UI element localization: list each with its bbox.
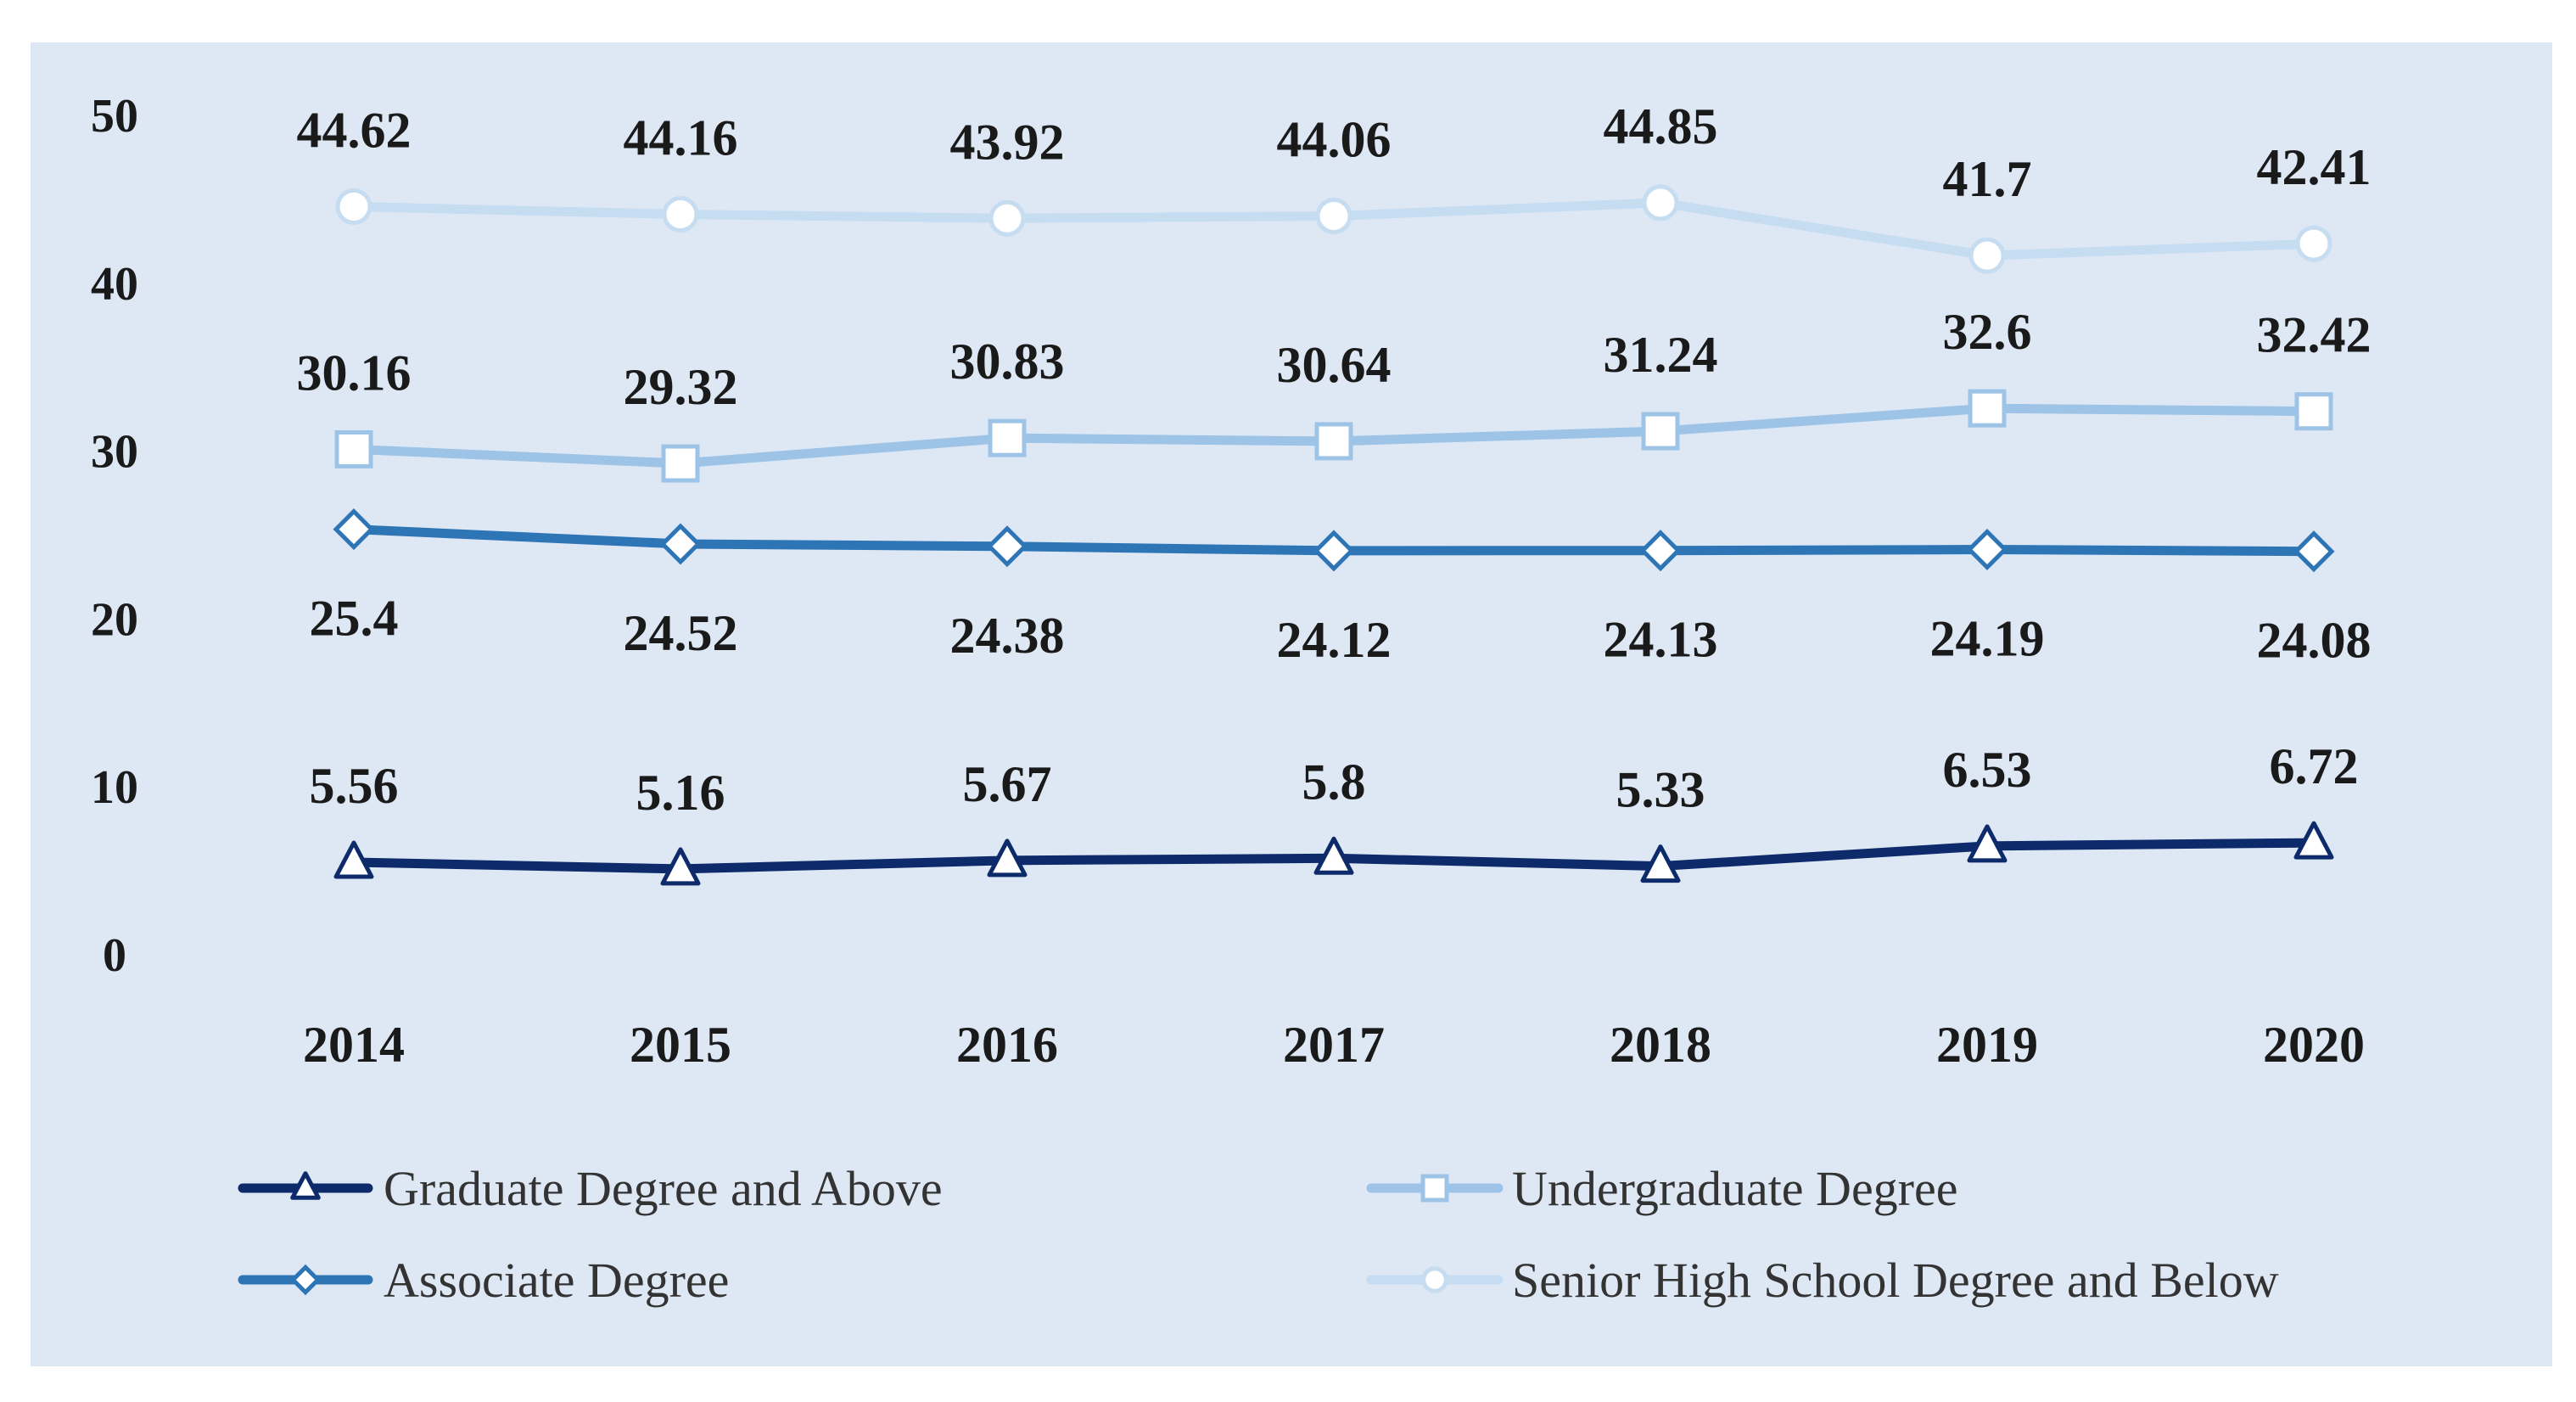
x-tick-label: 2018 (1610, 1017, 1711, 1073)
legend-marker (290, 1171, 321, 1200)
x-axis: 2014 2015 2016 2017 2018 2019 2020 (303, 1017, 2365, 1073)
data-point-marker (659, 523, 702, 565)
data-point-marker (1968, 389, 2007, 428)
x-tick-label: 2016 (956, 1017, 1058, 1073)
data-point-marker (988, 418, 1027, 457)
data-label: 6.72 (2270, 738, 2359, 794)
data-point-marker (1967, 824, 2008, 863)
data-point-marker (987, 838, 1028, 878)
data-label: 44.62 (297, 102, 412, 158)
legend-label: Graduate Degree and Above (384, 1161, 943, 1216)
y-axis: 0 10 20 30 40 50 (91, 90, 138, 982)
data-label: 44.06 (1277, 111, 1392, 167)
data-label: 30.64 (1277, 337, 1392, 393)
data-point-marker (662, 196, 699, 233)
data-label: 5.8 (1302, 754, 1366, 810)
data-label: 25.4 (310, 591, 399, 647)
data-label: 5.67 (963, 756, 1052, 812)
data-label: 43.92 (950, 114, 1065, 170)
data-label: 32.42 (2257, 307, 2372, 363)
y-tick-label: 30 (91, 426, 138, 479)
data-point-marker (334, 429, 373, 468)
legend-marker (1420, 1174, 1449, 1203)
data-point-marker (660, 847, 701, 886)
data-point-marker (661, 444, 700, 483)
x-tick-label: 2014 (303, 1017, 405, 1073)
y-tick-label: 20 (91, 593, 138, 646)
data-point-marker (1639, 530, 1682, 572)
data-point-marker (2294, 392, 2333, 431)
data-label: 32.6 (1943, 304, 2032, 360)
data-point-marker (988, 199, 1026, 237)
data-point-marker (1968, 237, 2006, 274)
data-label: 44.16 (624, 110, 738, 166)
x-tick-label: 2019 (1936, 1017, 2038, 1073)
data-label: 24.12 (1277, 612, 1392, 668)
data-point-marker (333, 508, 375, 551)
legend-label: Senior High School Degree and Below (1512, 1253, 2279, 1308)
data-point-marker (1640, 844, 1681, 883)
data-label: 31.24 (1604, 327, 1718, 383)
data-point-marker (2293, 530, 2335, 573)
data-point-marker (986, 525, 1028, 568)
data-point-marker (2293, 821, 2334, 860)
data-point-marker (333, 840, 374, 879)
data-label: 30.16 (297, 345, 412, 401)
data-label: 44.85 (1604, 98, 1718, 154)
legend: Graduate Degree and Above Undergraduate D… (238, 1161, 2279, 1308)
x-tick-label: 2015 (630, 1017, 731, 1073)
data-label: 24.19 (1930, 611, 2045, 667)
data-point-marker (1315, 197, 1352, 234)
data-label: 6.53 (1943, 742, 2032, 798)
data-label: 29.32 (624, 359, 738, 415)
data-label: 24.38 (950, 608, 1065, 664)
data-label: 42.41 (2257, 139, 2372, 195)
y-tick-label: 10 (91, 761, 138, 814)
data-label: 5.56 (310, 758, 399, 814)
data-point-marker (1313, 836, 1354, 875)
y-tick-label: 50 (91, 90, 138, 143)
data-point-marker (2295, 225, 2332, 262)
data-label: 24.13 (1604, 612, 1718, 668)
data-label: 30.83 (950, 334, 1065, 390)
legend-marker (1421, 1266, 1448, 1293)
data-labels: 5.56 5.16 5.67 5.8 5.33 6.53 6.72 30.16 29.32 30.… (297, 98, 2372, 821)
data-point-marker (335, 188, 372, 225)
series-group (333, 184, 2335, 886)
data-point-marker (1314, 422, 1353, 461)
data-label: 24.08 (2257, 613, 2372, 669)
legend-marker (289, 1264, 322, 1296)
data-label: 24.52 (624, 605, 738, 661)
y-tick-label: 0 (103, 929, 126, 982)
data-point-marker (1641, 412, 1680, 451)
legend-label: Associate Degree (384, 1253, 729, 1308)
chart-background (31, 42, 2552, 1366)
y-tick-label: 40 (91, 258, 138, 311)
data-point-marker (1642, 184, 1679, 222)
x-tick-label: 2017 (1283, 1017, 1385, 1073)
data-label: 5.16 (636, 765, 725, 821)
legend-label: Undergraduate Degree (1512, 1161, 1957, 1216)
data-point-marker (1313, 530, 1355, 572)
data-label: 5.33 (1616, 762, 1705, 818)
data-label: 41.7 (1943, 151, 2032, 207)
x-tick-label: 2020 (2263, 1017, 2365, 1073)
data-point-marker (1966, 528, 2008, 571)
